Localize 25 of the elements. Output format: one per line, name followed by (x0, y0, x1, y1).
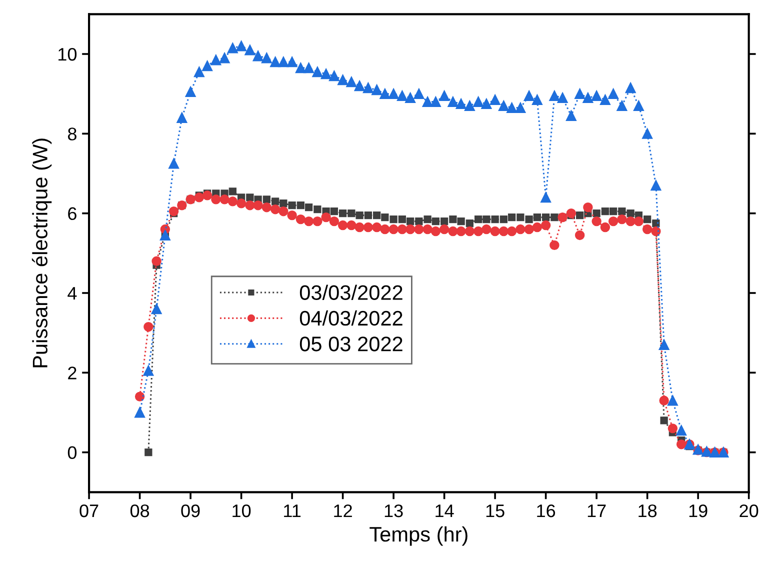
x-axis-title: Temps (hr) (370, 526, 468, 546)
y-tick-label: 8 (68, 128, 76, 140)
x-tick-label: 18 (638, 504, 657, 518)
x-tick-label: 10 (232, 504, 251, 518)
x-tick-label: 19 (689, 504, 708, 518)
legend-label: 04/03/2022 (300, 310, 402, 326)
x-tick-label: 14 (436, 504, 454, 518)
x-tick-label: 07 (80, 504, 98, 518)
y-tick-label: 0 (68, 446, 77, 460)
y-tick-label: 4 (68, 287, 77, 300)
x-tick-label: 12 (334, 504, 352, 518)
x-tick-label: 20 (740, 504, 758, 518)
x-tick-label: 08 (130, 504, 150, 518)
legend-label: 03/03/2022 (300, 284, 402, 300)
y-tick-label: 6 (68, 207, 76, 220)
x-tick-label: 15 (486, 504, 504, 518)
x-tick-label: 13 (384, 504, 403, 518)
y-tick-label: 2 (68, 366, 76, 380)
x-tick-label: 09 (181, 504, 200, 518)
x-tick-label: 17 (588, 504, 606, 518)
y-axis-title: Puissance électrique (W) (32, 138, 52, 368)
legend-label: 05 03 2022 (300, 336, 402, 352)
x-tick-label: 11 (284, 504, 301, 518)
x-tick-label: 16 (537, 504, 556, 518)
y-tick-label: 10 (58, 48, 77, 61)
